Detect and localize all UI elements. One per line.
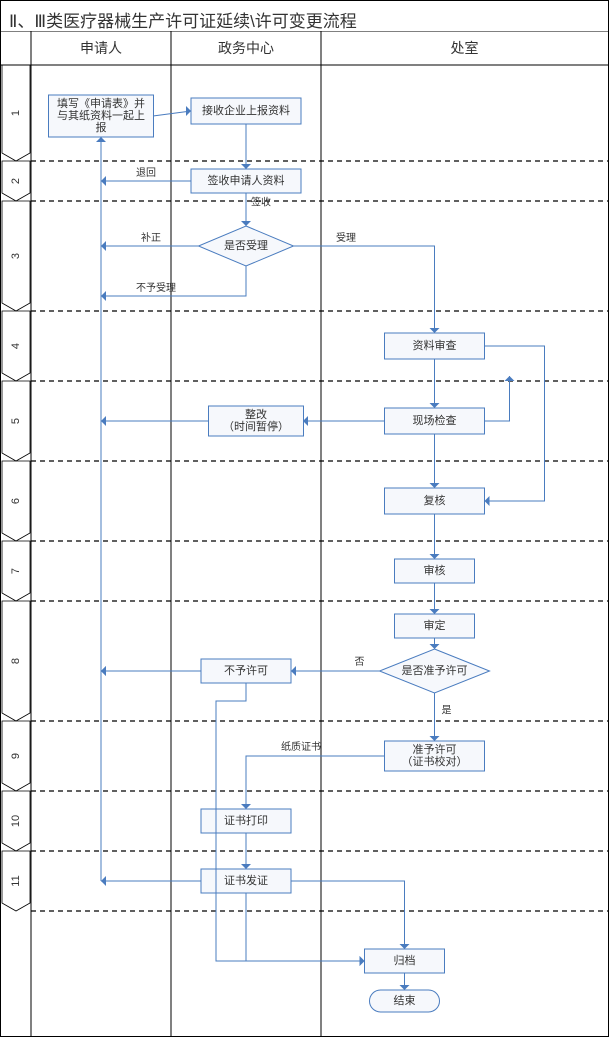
node-rectify-label: （时间暂停） — [223, 419, 289, 433]
node-print-label: 证书打印 — [224, 813, 268, 827]
node-fill-form-label: 与其纸资料一起上 — [57, 108, 145, 122]
node-fill-form-label: 报 — [96, 120, 107, 134]
node-recheck-label: 复核 — [424, 493, 446, 507]
flowchart-svg: 申请人 政务中心 处室 1 2 3 4 5 6 7 8 9 10 11 填写《申请表》并与其纸资料一起上报 接… — [1, 31, 608, 1036]
step-num-9: 9 — [10, 753, 22, 759]
step-num-11: 11 — [10, 875, 22, 886]
node-decide-label: 审定 — [424, 618, 446, 632]
node-end-label: 结束 — [394, 994, 416, 1007]
node-archive-label: 归档 — [394, 953, 416, 967]
step-num-3: 3 — [10, 253, 22, 259]
node-rectify-label: 整改 — [245, 407, 267, 421]
edge-signed: 签收 — [251, 196, 271, 209]
step-num-8: 8 — [10, 658, 22, 664]
node-receive-label: 接收企业上报资料 — [202, 103, 290, 117]
edge-no: 否 — [355, 656, 365, 668]
dec-accept-label: 是否受理 — [224, 239, 268, 252]
node-deny-label: 不予许可 — [224, 664, 268, 677]
node-issue-label: 证书发证 — [224, 873, 268, 887]
node-review-label: 资料审查 — [413, 338, 457, 352]
step-num-2: 2 — [10, 178, 22, 184]
edge-accept: 受理 — [336, 232, 356, 244]
edge-return: 退回 — [136, 167, 156, 179]
node-onsite-label: 现场检查 — [413, 413, 457, 427]
step-num-10: 10 — [10, 815, 22, 827]
node-approve-label: 准予许可 — [413, 743, 457, 756]
node-audit-label: 审核 — [424, 563, 446, 577]
edge-reject: 不予受理 — [136, 282, 176, 294]
step-num-7: 7 — [10, 568, 22, 574]
dec-permit-label: 是否准予许可 — [402, 664, 468, 677]
edge-yes: 是 — [442, 705, 452, 717]
page-title: Ⅱ、Ⅲ类医疗器械生产许可证延续\许可变更流程 — [9, 7, 357, 32]
edge-correct: 补正 — [141, 231, 161, 244]
step-num-1: 1 — [10, 110, 22, 116]
node-sign-label: 签收申请人资料 — [208, 173, 285, 187]
lane-header-applicant: 申请人 — [80, 40, 122, 56]
lane-header-dept: 处室 — [451, 40, 479, 56]
flowchart-container: Ⅱ、Ⅲ类医疗器械生产许可证延续\许可变更流程 申请人 政务中心 处室 1 2 3 4 5 6 7 8… — [0, 0, 609, 1037]
edge-paper: 纸质证书 — [281, 740, 321, 753]
node-fill-form-label: 填写《申请表》并 — [57, 96, 145, 110]
step-num-4: 4 — [10, 343, 22, 349]
step-num-6: 6 — [10, 498, 22, 504]
lane-header-center: 政务中心 — [218, 40, 274, 56]
node-approve-label: （证书校对） — [402, 754, 468, 768]
step-num-5: 5 — [10, 418, 22, 424]
